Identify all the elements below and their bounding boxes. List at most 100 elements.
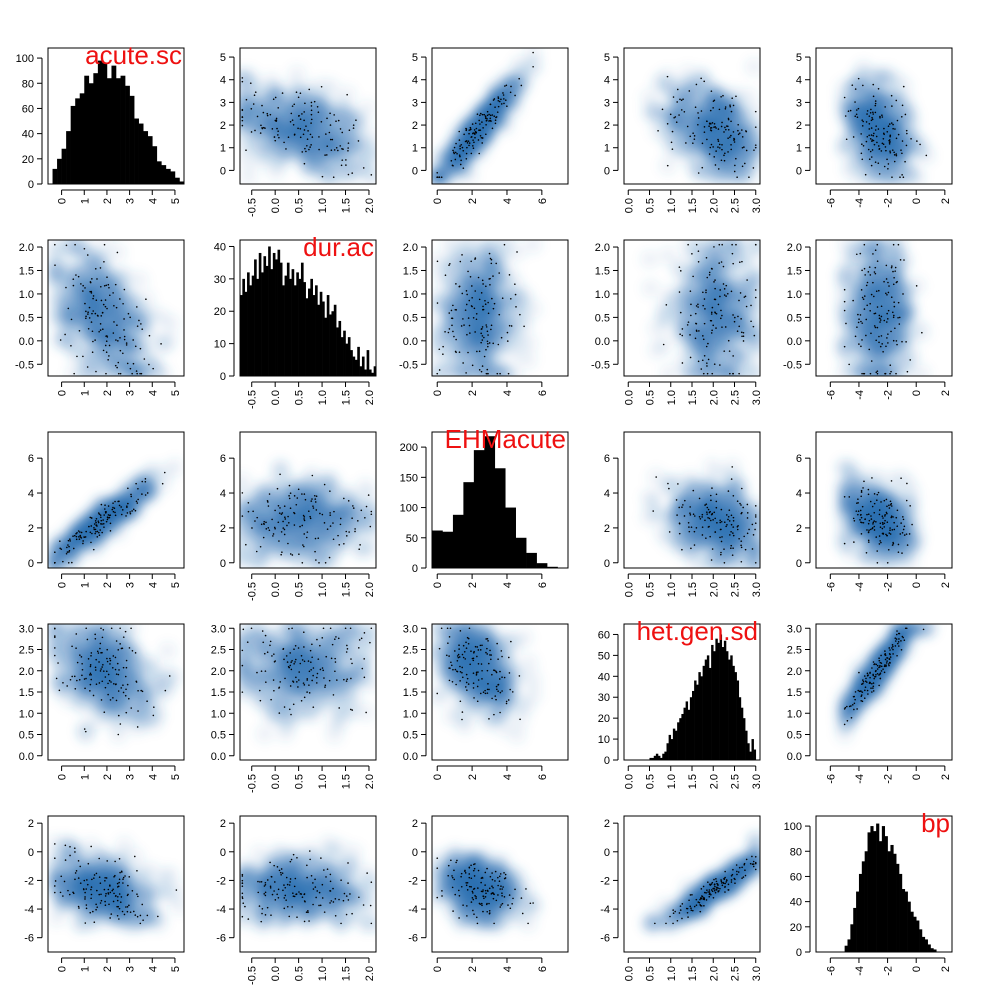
panel-frame [431,239,569,377]
scatter-point [505,702,508,705]
scatter-point [129,911,132,913]
scatter-point [316,672,319,675]
scatter-point [122,876,125,879]
scatter-point [79,531,81,533]
scatter-point [249,82,252,84]
scatter-point [486,910,489,913]
scatter-point [107,888,110,891]
scatter-point [95,517,98,520]
scatter-point [701,166,704,169]
scatter-point [519,718,521,721]
scatter-point [751,548,754,550]
histogram-bar [721,647,725,760]
scatter-point [892,653,894,655]
scatter-point [70,344,72,347]
scatter-point [481,904,483,907]
scatter-point [465,303,468,306]
scatter-point [706,889,708,891]
scatter-point [843,723,846,726]
scatter-point [893,154,896,156]
scatter-point [895,154,898,157]
scatter-point [711,268,713,270]
x-tick-label: 1 [79,582,91,588]
scatter-point [725,879,728,881]
scatter-point [109,657,111,660]
scatter-point [719,528,722,531]
scatter-point [323,911,326,913]
y-tick-label: 1 [796,143,802,155]
scatter-point [897,551,900,553]
scatter-point [57,662,59,664]
scatter-point [84,536,86,538]
scatter-point [871,527,874,529]
scatter-point [888,532,891,534]
scatter-point [843,309,846,312]
scatter-point [880,654,882,657]
scatter-point [732,372,734,375]
scatter-point [860,700,863,702]
scatter-point [458,656,461,658]
scatter-point [682,504,684,506]
scatter-point [126,894,129,897]
scatter-point [678,522,681,525]
scatter-point [472,892,474,894]
scatter-point [448,264,450,267]
scatter-point [665,304,668,306]
scatter-point [870,518,873,520]
scatter-point [715,150,717,152]
scatter-point [89,665,92,668]
scatter-point [745,305,748,308]
scatter-point [486,118,488,120]
x-tick-label: 2.5 [730,582,742,597]
scatter-point [473,863,475,866]
scatter-point [94,520,97,522]
histogram-bar [293,285,297,376]
scatter-point [288,884,291,886]
scatter-point [488,909,491,912]
scatter-point [100,627,102,630]
scatter-point [882,668,884,670]
scatter-point [144,494,147,496]
scatter-point [492,342,495,345]
panel-frame [47,431,185,569]
y-tick-label: -0.5 [399,359,418,371]
x-tick-label: 3 [125,582,137,588]
y-tick-label: 150 [400,472,418,484]
scatter-point [674,116,677,118]
scatter-point [363,632,366,634]
scatter-point [458,648,460,650]
scatter-point [724,326,727,328]
histogram-bar [452,514,464,568]
variable-label: bp [921,808,950,838]
scatter-point [701,526,704,528]
scatter-point [99,642,102,645]
scatter-point [730,110,733,113]
y-tick-label: 0 [220,847,226,859]
scatter-point [680,99,683,102]
histogram-bar [689,697,693,760]
scatter-point [343,542,345,545]
scatter-point [468,876,471,879]
scatter-point [710,90,713,92]
scatter-point [871,118,874,121]
scatter-point [146,700,148,703]
scatter-point [496,372,499,375]
scatter-point [873,520,876,522]
scatter-point [477,139,480,141]
scatter-point [453,878,456,881]
histogram-bar [66,131,71,184]
scatter-point [84,302,86,305]
scatter-point [88,525,90,528]
histogram-bar [719,634,723,760]
scatter-point [736,500,739,502]
variable-label: EHMacute [445,424,566,454]
y-tick-label: 1.5 [403,687,418,699]
scatter-point [496,111,499,113]
scatter-point [256,671,258,674]
scatter-point [436,176,439,178]
scatter-point [677,483,679,485]
scatter-point [285,876,288,879]
scatter-point [729,105,732,108]
scatter-point [874,102,877,105]
scatter-point [87,327,90,330]
